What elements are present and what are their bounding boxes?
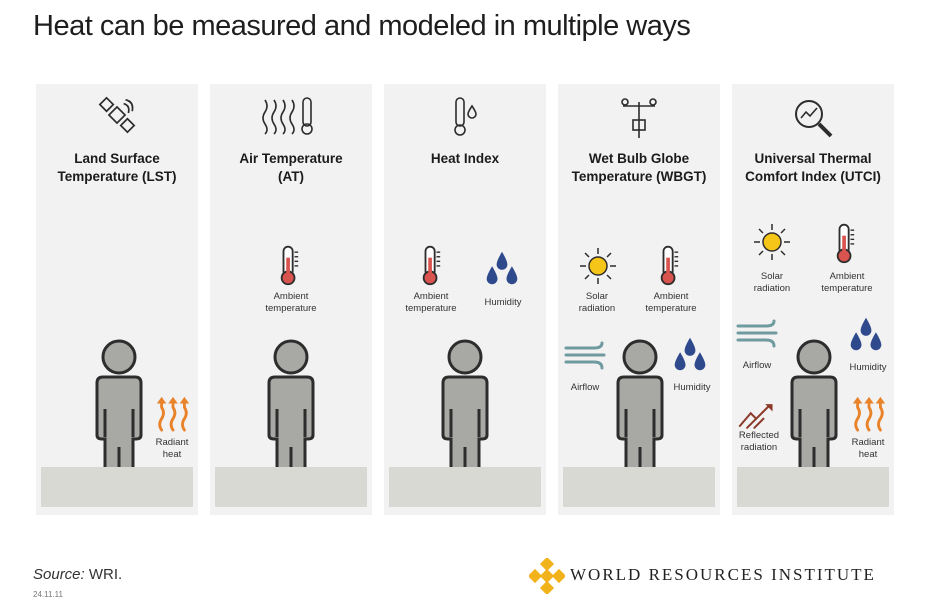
- thermometer-icon: [834, 222, 856, 264]
- reflected-radiation-label: Reflected radiation: [738, 430, 780, 453]
- panel-title: Heat Index: [430, 151, 500, 166]
- page-title: Heat can be measured and modeled in mult…: [33, 10, 691, 42]
- solar-radiation-label: Solar radiation: [578, 291, 616, 314]
- humidity-label: Humidity: [849, 362, 887, 373]
- airflow-icon: [564, 340, 608, 370]
- reflected-radiation-icon: [738, 402, 778, 430]
- thermometer-icon: [658, 244, 680, 286]
- sun-icon: [752, 222, 792, 262]
- brand-name: WORLD RESOURCES INSTITUTE: [570, 565, 876, 584]
- panel-lst: Land Surface Temperature (LST) Radiant hea…: [36, 84, 198, 515]
- date-stamp: 24.11.11: [33, 590, 63, 599]
- ground: [389, 467, 541, 507]
- humidity-label: Humidity: [673, 382, 711, 393]
- solar-radiation-label: Solar radiation: [753, 271, 791, 294]
- panel-at: Air Temperature (AT) Ambient temperature: [210, 84, 372, 515]
- panel-title: Air Temperature (AT): [239, 151, 343, 184]
- panel-utci: Universal Thermal Comfort Index (UTCI) So…: [732, 84, 894, 515]
- weather-station-icon: [621, 98, 657, 138]
- satellite-icon: [98, 96, 136, 134]
- thermometer-drop-icon: [454, 97, 477, 136]
- ambient-temperature-label: Ambient temperature: [821, 271, 873, 294]
- ground: [737, 467, 889, 507]
- panel-title: Universal Thermal Comfort Index (UTCI): [745, 151, 881, 184]
- ambient-temperature-label: Ambient temperature: [405, 291, 457, 314]
- ground: [215, 467, 367, 507]
- radiant-heat-label: Radiant heat: [851, 437, 885, 460]
- radiant-heat-label: Radiant heat: [155, 437, 189, 460]
- panel-heat-index: Heat Index Ambient temperature Humidity: [384, 84, 546, 515]
- humidity-label: Humidity: [484, 297, 522, 308]
- thermometer-icon: [278, 244, 300, 286]
- airflow-label: Airflow: [742, 360, 772, 371]
- radiant-heat-icon: [154, 394, 192, 432]
- ground: [41, 467, 193, 507]
- ground: [563, 467, 715, 507]
- wri-logo-icon: [529, 558, 565, 594]
- panel-wbgt: Wet Bulb Globe Temperature (WBGT) Solar ra…: [558, 84, 720, 515]
- panel-title: Land Surface Temperature (LST): [57, 151, 177, 184]
- panel-title: Wet Bulb Globe Temperature (WBGT): [571, 151, 707, 184]
- ambient-temperature-label: Ambient temperature: [265, 291, 317, 314]
- radiant-heat-icon: [850, 394, 888, 432]
- source-note: Source: WRI.: [33, 566, 123, 583]
- sun-icon: [578, 246, 618, 286]
- thermometer-icon: [420, 244, 442, 286]
- humidity-drops-icon: [848, 316, 884, 352]
- humidity-drops-icon: [672, 336, 708, 372]
- magnifier-chart-icon: [795, 100, 833, 138]
- humidity-drops-icon: [484, 250, 520, 286]
- heat-waves-thermometer-icon: [262, 97, 313, 135]
- airflow-icon: [736, 318, 780, 348]
- airflow-label: Airflow: [570, 382, 600, 393]
- ambient-temperature-label: Ambient temperature: [645, 291, 697, 314]
